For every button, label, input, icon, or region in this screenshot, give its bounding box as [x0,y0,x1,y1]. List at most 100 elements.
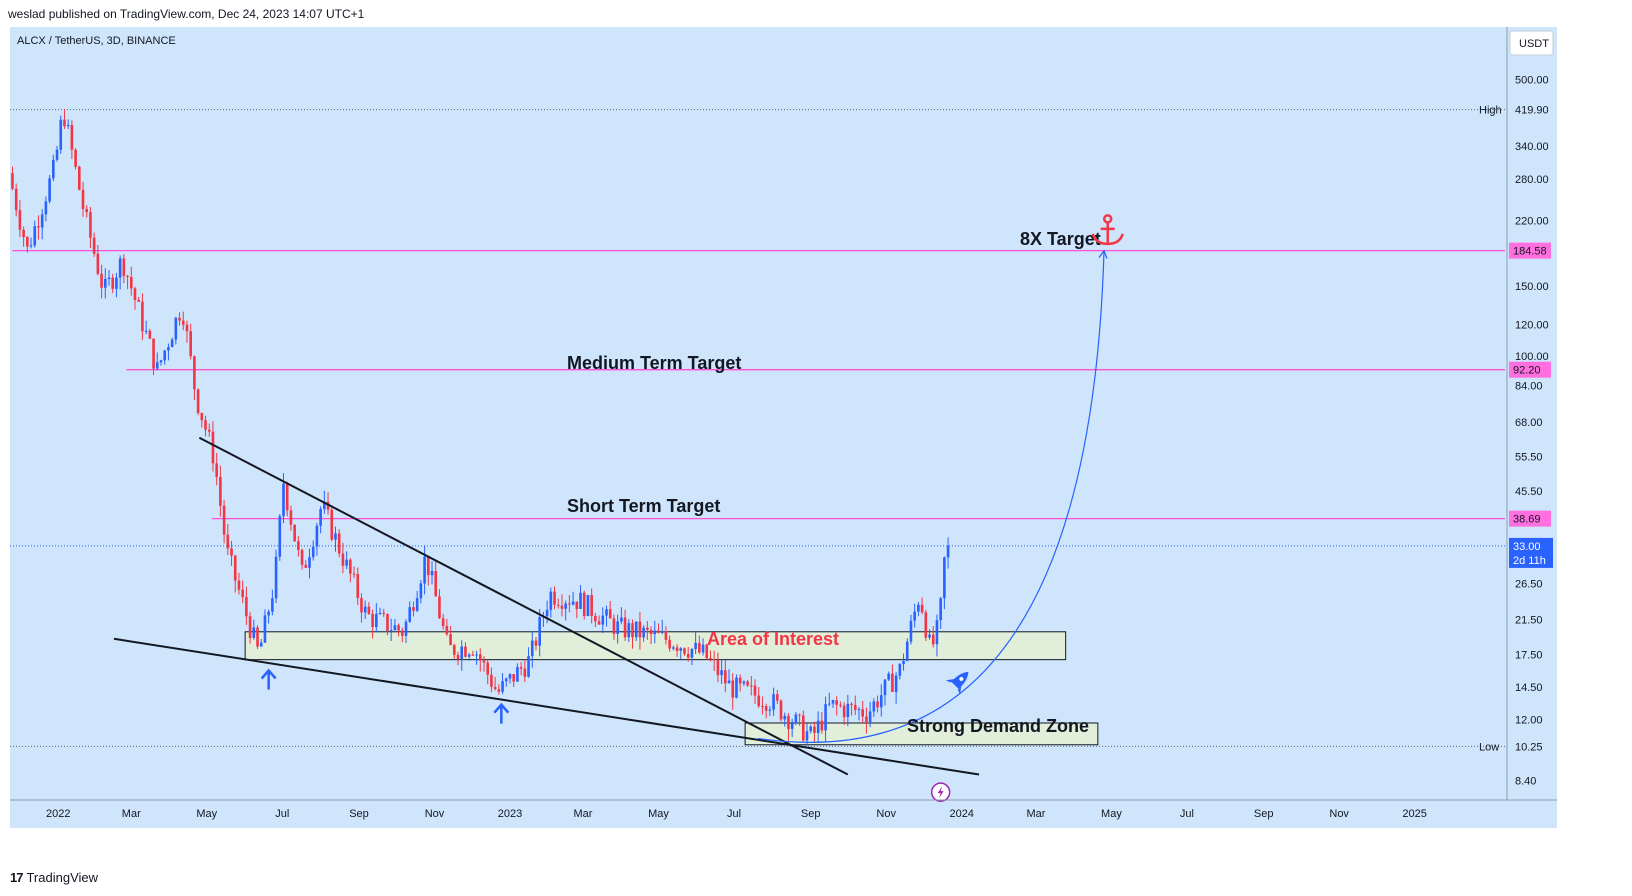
candle [842,702,846,725]
candle [660,619,664,635]
x-tick-label: Nov [876,808,896,820]
tradingview-logo[interactable]: 17 TradingView [10,870,98,885]
low-label: Low [1479,741,1499,753]
candle [827,692,831,707]
candle [230,540,233,566]
candle [798,713,801,726]
candle [776,690,779,705]
candle [482,656,486,672]
candle [816,711,820,742]
area-of-interest-zone[interactable] [244,631,1067,661]
candle [764,703,768,719]
candle [891,664,894,693]
candle [304,560,308,569]
candle [74,148,77,170]
x-tick-label: 2025 [1402,808,1426,820]
x-tick-label: Jul [727,808,741,820]
x-tick-label: Sep [1254,808,1274,820]
candle [516,663,519,682]
target-price-badge [1509,242,1551,259]
candle [813,721,816,743]
candle [642,625,645,642]
candle [931,626,935,648]
candle [876,695,879,713]
candle [85,205,89,218]
candle [26,236,29,253]
candle [564,600,567,621]
candle [646,621,649,640]
candle [568,595,571,613]
candle [556,598,560,609]
rocket-icon [945,671,969,695]
candle [579,585,582,610]
candle [248,611,252,644]
candle [311,540,315,561]
candle [174,316,178,345]
candle [460,640,464,671]
candle [883,679,887,706]
projection-curve[interactable] [757,250,1105,743]
strong-demand-zone[interactable] [744,722,1099,746]
candle [597,615,601,625]
tradingview-logo-text: TradingView [26,870,99,885]
candle [263,609,267,644]
candle [493,676,497,691]
candle [196,388,200,416]
candle [118,255,122,290]
descending-resistance-trend-line[interactable] [198,436,849,776]
candle [794,711,798,726]
candle [29,237,33,249]
candle [341,542,345,574]
candle [928,629,931,640]
candle [478,648,482,672]
candle [55,145,59,162]
candle [894,672,898,704]
candle [222,499,226,544]
candle [155,352,159,371]
x-tick-label: 2024 [949,808,973,820]
candle [861,700,864,724]
candle [200,412,204,428]
candle [530,631,534,668]
candle [14,183,18,217]
lightning-icon[interactable] [930,782,951,802]
candle [315,522,319,556]
candle [52,154,55,182]
candle [761,696,764,715]
candle [126,274,129,290]
candle [553,586,556,610]
candle [144,320,148,335]
candle [698,635,701,655]
y-tick-label: 150.00 [1515,281,1549,293]
candle [887,671,890,682]
anchor-icon [1091,214,1124,246]
candle [582,590,586,620]
candle [627,619,631,643]
currency-button[interactable] [1509,30,1554,56]
candle [293,524,296,542]
candle [92,232,96,257]
current-price-badge [1509,537,1553,568]
support-trend-line[interactable] [113,637,980,776]
candle [193,355,196,401]
candle [545,600,549,624]
target-price-badge [1509,510,1551,527]
candle [215,452,218,486]
low-price-label: 10.25 [1515,741,1543,753]
candle [319,506,322,534]
candle [152,338,155,376]
candle [783,712,787,727]
y-tick-label: 8.40 [1515,776,1536,788]
candle [594,612,597,628]
candle [831,699,835,708]
candle [185,320,189,343]
y-tick-label: 280.00 [1515,174,1549,186]
candle [386,613,389,636]
publisher-header: weslad published on TradingView.com, Dec… [8,7,365,21]
candle [233,554,237,593]
candle [37,215,40,240]
candle [96,244,100,276]
candle [33,220,37,248]
candle [408,601,412,623]
